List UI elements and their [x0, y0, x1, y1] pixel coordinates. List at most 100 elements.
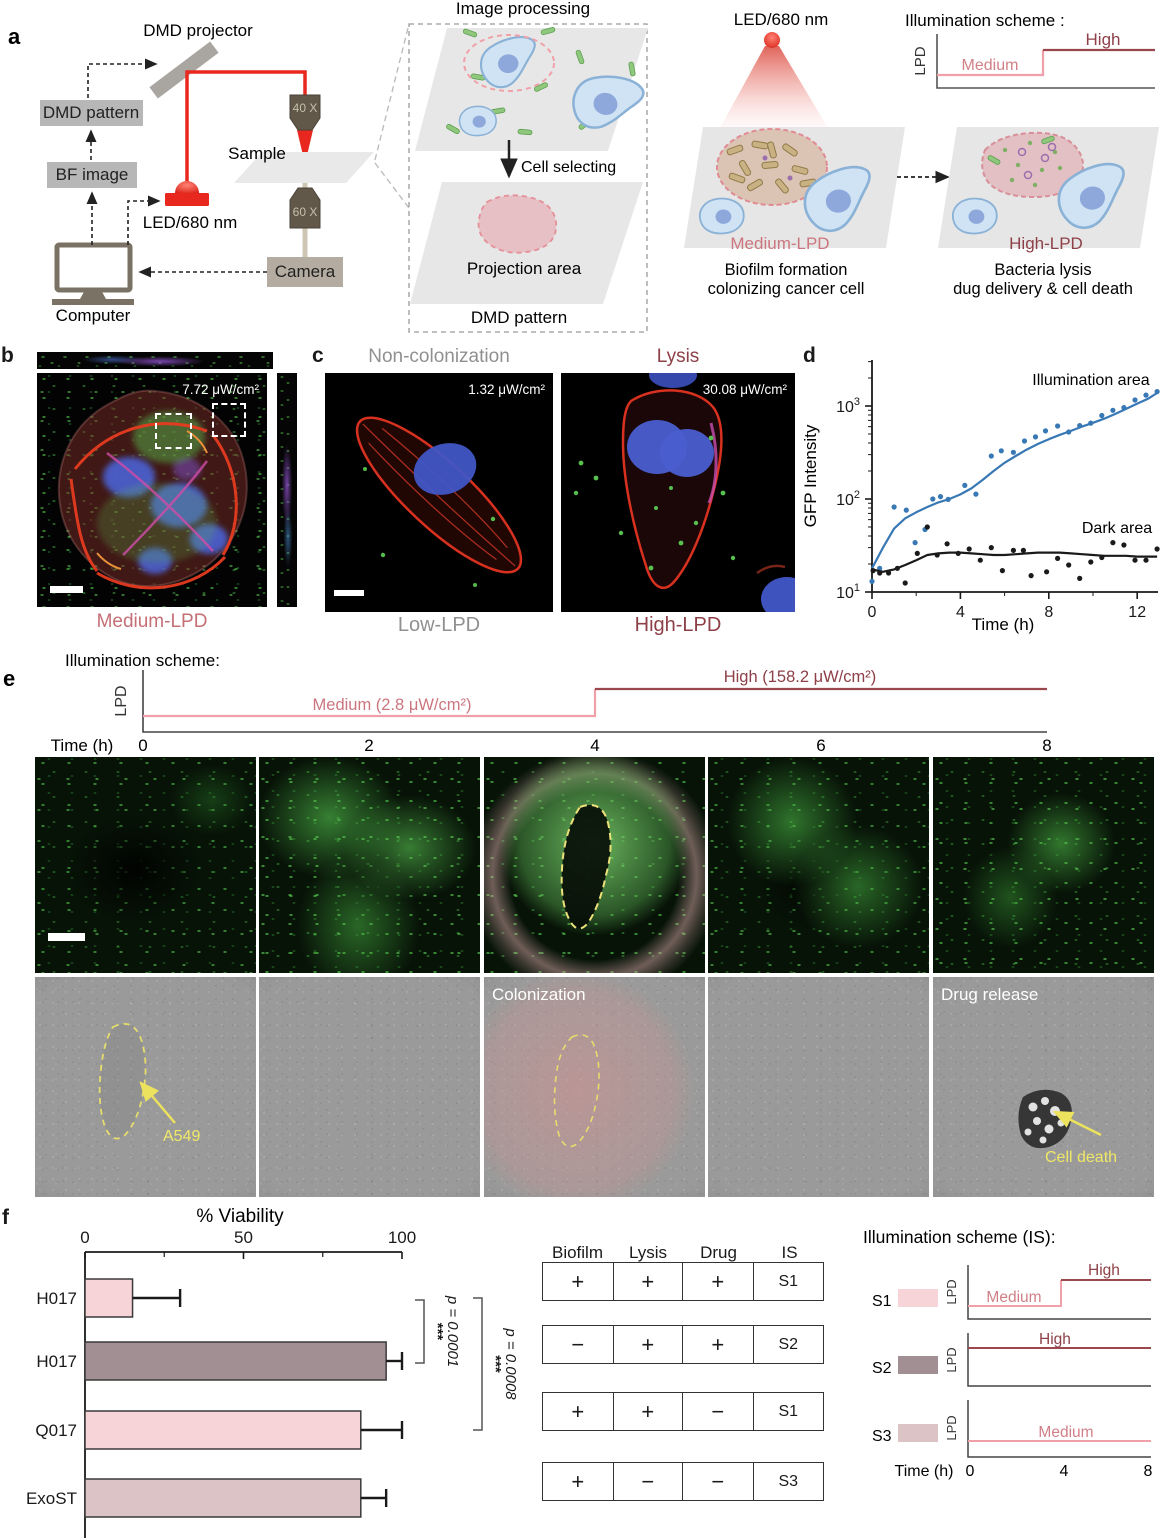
dmd-projector-label: DMD projector [143, 21, 253, 40]
table-cell-is: S1 [778, 1402, 799, 1420]
mini-scheme-plot: LPD Medium High [912, 30, 1155, 89]
svg-text:101: 101 [836, 582, 860, 602]
projection-area-label: Projection area [467, 259, 582, 278]
brightfield-t2 [259, 977, 480, 1197]
caption-biofilm-1: Biofilm formation [725, 261, 848, 279]
s1-medium-label: Medium [986, 1289, 1041, 1306]
colonization-label: Colonization [492, 985, 586, 1004]
low-lpd-image: 1.32 μW/cm² [325, 373, 553, 612]
scheme-s1: S1 LPD Medium High [872, 1262, 1151, 1320]
high-label: High [1086, 30, 1121, 49]
projection-area-blob [477, 194, 558, 254]
bar-category-label: Q017 [35, 1421, 77, 1440]
nucleus-partial-top [649, 362, 697, 388]
sample-plane [234, 152, 374, 183]
gfp-image-t8 [933, 757, 1154, 973]
viability-bar [84, 1478, 362, 1518]
cell-selecting-label: Cell selecting [521, 159, 616, 176]
svg-text:12: 12 [1128, 604, 1146, 621]
high-dose-label: High (158.2 μW/cm²) [724, 668, 877, 686]
svg-text:0: 0 [868, 604, 877, 621]
header-is: IS [781, 1243, 798, 1262]
bf-image-box [47, 162, 137, 188]
gfp-t4-overlay [560, 804, 612, 930]
table-row: + + + S1 [542, 1262, 824, 1301]
objective-40x: 40 X [289, 94, 321, 131]
led-source-icon [764, 32, 780, 48]
objective-60x: 60 X [289, 187, 321, 229]
table-header-row: Biofilm Lysis Drug IS [542, 1243, 825, 1262]
gfp-y-axis-label: GFP Intensity [801, 424, 820, 527]
s2-high-label: High [1039, 1331, 1071, 1348]
significance-stars: *** [429, 1323, 446, 1341]
medium-dose-label: Medium (2.8 μW/cm²) [313, 696, 472, 714]
s3-lpd-label: LPD [944, 1415, 959, 1440]
is-schemes-diagram: Illumination scheme (IS): S1 LPD Medium … [863, 1227, 1153, 1480]
caption-lysis-2: dug delivery & cell death [953, 280, 1133, 298]
table-cell: + [614, 1326, 684, 1363]
dark-area-series-label: Dark area [1082, 520, 1152, 537]
panel-a-letter: a [8, 24, 21, 49]
svg-text:103: 103 [836, 396, 860, 416]
signal-flow-arrows [85, 58, 267, 278]
roi-box-dark [212, 403, 246, 437]
dose-label: 1.32 μW/cm² [468, 382, 545, 397]
cell-outline-dashed [553, 1034, 600, 1148]
time-tick-0: 0 [138, 736, 147, 755]
led-680-label: LED/680 nm [734, 10, 829, 29]
time-tick-2: 2 [364, 736, 373, 755]
zoom-indicator-lines [374, 23, 410, 209]
scheme-s3: S3 LPD Medium [872, 1400, 1151, 1458]
dose-label: 30.08 μW/cm² [702, 382, 787, 397]
gfp-x-axis-label: Time (h) [972, 615, 1035, 634]
table-cell: + [683, 1326, 754, 1363]
s3-swatch [898, 1424, 938, 1442]
objective-40x-label: 40 X [293, 101, 318, 115]
cell-outline-dashed [560, 804, 612, 930]
low-lpd-cell-overlay [355, 416, 523, 587]
viability-bar-chart: % Viability 0 50 100H017H017Q017ExoST***p … [26, 1206, 519, 1538]
medium-lpd-label: Medium-LPD [730, 234, 829, 253]
magenta-streaks [106, 452, 214, 556]
header-drug: Drug [700, 1243, 737, 1262]
objective-60x-label: 60 X [293, 205, 318, 219]
camera-box [267, 257, 343, 287]
illumination-area-series-label: Illumination area [1032, 372, 1150, 389]
s1-high-label: High [1088, 1262, 1120, 1279]
medium-label: Medium [962, 57, 1019, 74]
nucleus [413, 443, 477, 495]
cell [698, 197, 745, 235]
svg-text:4: 4 [956, 604, 965, 621]
cell-death-arrow [1052, 1110, 1102, 1137]
laser-focus-beam [297, 130, 313, 164]
s1-label: S1 [872, 1293, 892, 1310]
computer-label: Computer [56, 306, 131, 325]
confocal-z-slice-right [277, 373, 297, 607]
red-fuzz [756, 564, 786, 575]
panel-f-letter: f [2, 1206, 9, 1229]
lpd-axis-label: LPD [113, 685, 130, 716]
led-label: LED/680 nm [143, 213, 238, 232]
table-cell-is: S3 [778, 1472, 799, 1490]
viability-bar [84, 1278, 134, 1318]
scheme-s2: S2 LPD High [872, 1331, 1151, 1387]
scale-bar [50, 586, 83, 593]
panel-d-letter: d [803, 344, 816, 367]
panel-e-letter: e [3, 666, 15, 691]
computer-icon [52, 242, 134, 305]
bacteria-dots [363, 467, 496, 587]
gfp-image-t0 [35, 757, 256, 973]
table-cell: − [683, 1393, 754, 1430]
viability-bar [84, 1410, 362, 1450]
scheme-title: Illumination scheme: [65, 651, 220, 670]
viability-bar [84, 1341, 387, 1381]
panel-a-diagram: DMD projector LED/680 nm DMD pattern BF … [8, 0, 1159, 333]
s3-medium-label: Medium [1038, 1424, 1093, 1441]
lysis-title: Lysis [656, 346, 700, 367]
low-lpd-caption: Low-LPD [397, 614, 481, 636]
is-tick-0: 0 [966, 1463, 975, 1480]
biofilm-cluster [716, 128, 828, 206]
gfp-image-t4 [484, 757, 705, 973]
is-tick-4: 4 [1060, 1463, 1069, 1480]
